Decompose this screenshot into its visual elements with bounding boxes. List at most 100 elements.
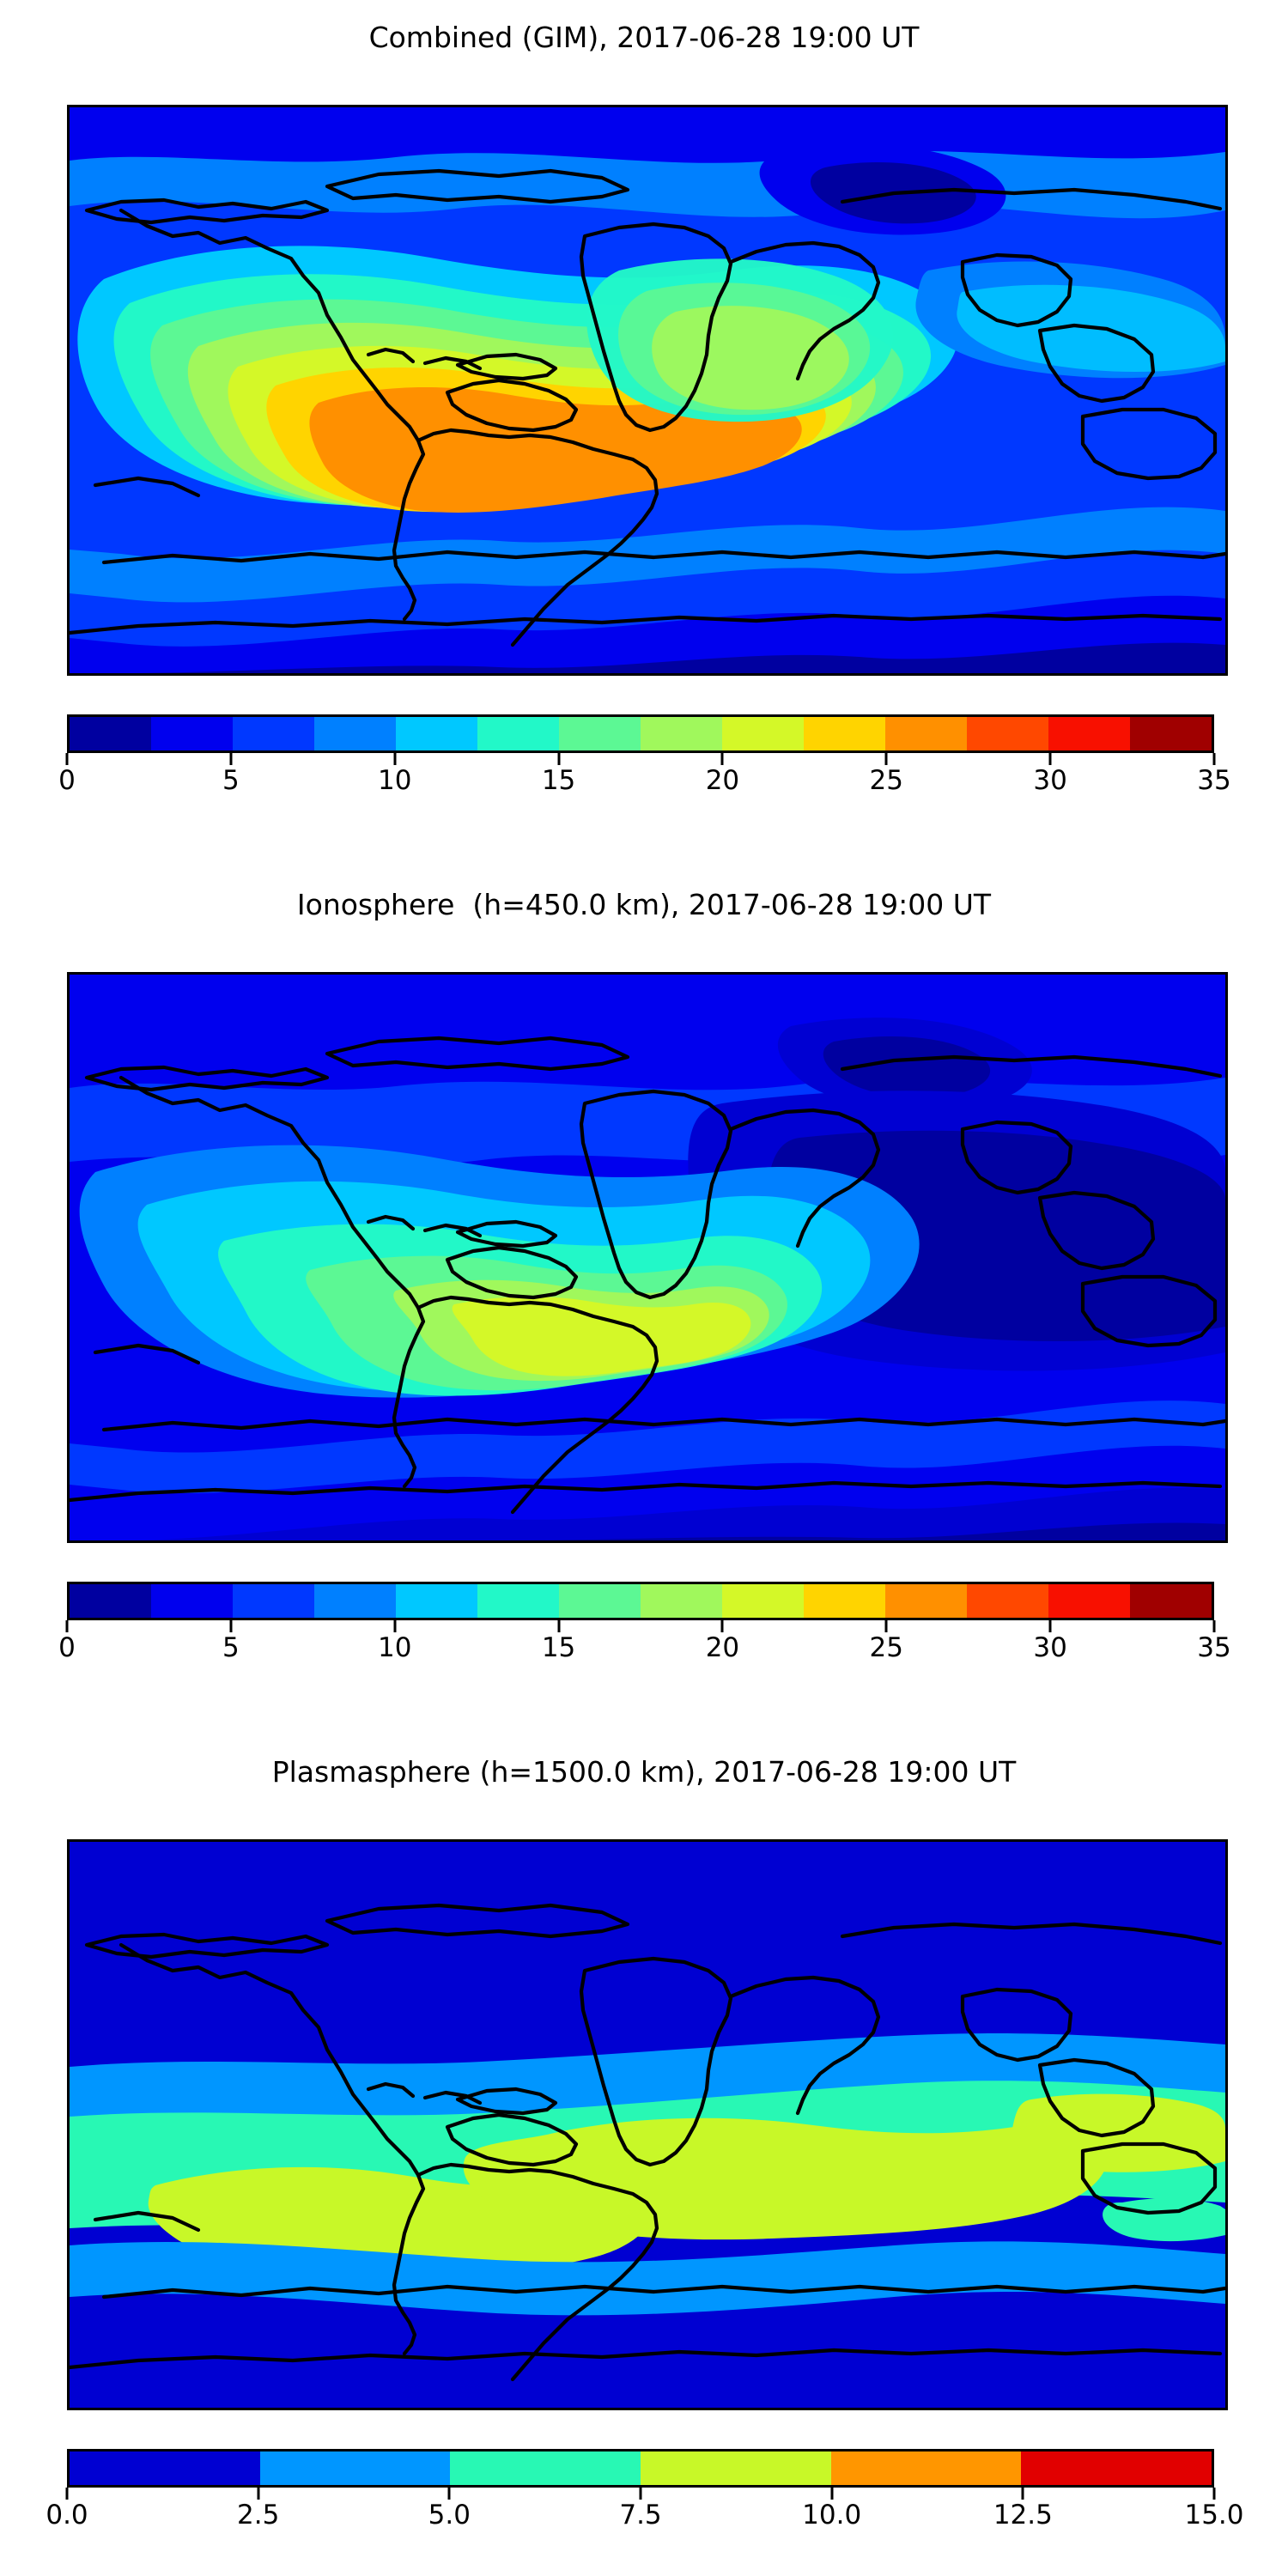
colorbar-segment <box>259 2451 451 2485</box>
colorbar-segment <box>830 2451 1022 2485</box>
colorbar-segment <box>1048 717 1130 750</box>
map-ionosphere <box>67 972 1228 1543</box>
panel-combined-gim: Combined (GIM), 2017-06-28 19:00 UT <box>0 0 1288 867</box>
colorbar-tick-label: 25 <box>869 1632 904 1663</box>
colorbar-segment <box>641 1584 722 1618</box>
colorbar-tick <box>884 1620 888 1632</box>
panel-ionosphere: Ionosphere (h=450.0 km), 2017-06-28 19:0… <box>0 867 1288 1735</box>
colorbar-segment <box>1130 1584 1212 1618</box>
colorbar-ticks-plasmasphere <box>65 2488 1216 2500</box>
colorbar-segment <box>804 1584 885 1618</box>
colorbar-segment <box>559 717 641 750</box>
colorbar-tick <box>1048 753 1052 765</box>
colorbar-tick <box>720 1620 724 1632</box>
panel-title-ionosphere: Ionosphere (h=450.0 km), 2017-06-28 19:0… <box>296 888 992 921</box>
colorbar-segment <box>1130 717 1212 750</box>
colorbar-tick-label: 35 <box>1197 1632 1231 1663</box>
contour-field-combined <box>70 107 1225 673</box>
colorbar-tick-label: 5.0 <box>428 2500 471 2530</box>
colorbar-segment <box>233 717 314 750</box>
colorbar-tick-label: 10.0 <box>802 2500 862 2530</box>
map-combined-gim <box>67 105 1228 676</box>
colorbar-tick <box>229 1620 233 1632</box>
colorbar-tick <box>257 2488 260 2500</box>
colorbar-segment <box>477 717 559 750</box>
colorbar-segment <box>70 2451 260 2485</box>
colorbar-segment <box>804 717 885 750</box>
colorbar-tick <box>1212 1620 1216 1632</box>
colorbar-segment <box>70 1584 151 1618</box>
colorbar-segment <box>641 717 722 750</box>
colorbar-tick <box>393 753 397 765</box>
colorbar-tick <box>65 2488 69 2500</box>
colorbar-segment <box>722 1584 804 1618</box>
colorbar-tick <box>1048 1620 1052 1632</box>
colorbar-combined: 0 5 10 15 20 25 30 35 <box>58 714 1231 799</box>
contour-field-ionosphere <box>70 975 1225 1540</box>
colorbar-tick-label: 20 <box>705 1632 740 1663</box>
colorbar-segment <box>885 717 967 750</box>
colorbar-tick <box>1021 2488 1024 2500</box>
colorbar-tick <box>1212 753 1216 765</box>
coastlines-plasmasphere <box>70 1903 1225 2382</box>
colorbar-segment <box>151 717 233 750</box>
colorbar-strip-ionosphere <box>67 1582 1214 1620</box>
colorbar-tick-label: 15 <box>541 1632 576 1663</box>
colorbar-segment <box>396 717 477 750</box>
colorbar-tick-label: 30 <box>1033 765 1067 796</box>
colorbar-tick <box>557 753 561 765</box>
colorbar-plasmasphere: 0.0 2.5 5.0 7.5 10.0 12.5 15.0 <box>46 2449 1244 2534</box>
colorbar-segment <box>450 2451 641 2485</box>
colorbar-tick <box>393 1620 397 1632</box>
contour-field-plasmasphere <box>70 1842 1225 2408</box>
colorbar-tick-label: 0.0 <box>46 2500 88 2530</box>
colorbar-strip-plasmasphere <box>67 2449 1214 2488</box>
colorbar-ticks-ionosphere <box>65 1620 1216 1632</box>
colorbar-tick <box>65 753 69 765</box>
contour-svg-ionosphere <box>70 975 1225 1540</box>
colorbar-tick-label: 15 <box>541 765 576 796</box>
colorbar-segment <box>477 1584 559 1618</box>
colorbar-tick-label: 10 <box>377 765 412 796</box>
colorbar-tick <box>884 753 888 765</box>
colorbar-tick-label: 25 <box>869 765 904 796</box>
colorbar-segment <box>151 1584 233 1618</box>
colorbar-tick-label: 7.5 <box>619 2500 662 2530</box>
colorbar-tick <box>830 2488 834 2500</box>
colorbar-tick-label: 35 <box>1197 765 1231 796</box>
colorbar-tick <box>65 1620 69 1632</box>
colorbar-tick-label: 20 <box>705 765 740 796</box>
contour-svg-plasmasphere <box>70 1842 1225 2408</box>
colorbar-tick <box>557 1620 561 1632</box>
colorbar-segment <box>396 1584 477 1618</box>
colorbar-strip-combined <box>67 714 1214 753</box>
colorbar-tick-label: 0 <box>58 765 76 796</box>
colorbar-segment <box>314 1584 396 1618</box>
colorbar-tick-label: 15.0 <box>1184 2500 1244 2530</box>
colorbar-tick <box>229 753 233 765</box>
colorbar-segment <box>641 2451 831 2485</box>
colorbar-tick-label: 2.5 <box>237 2500 280 2530</box>
colorbar-segment <box>1048 1584 1130 1618</box>
colorbar-labels-ionosphere: 0 5 10 15 20 25 30 35 <box>58 1632 1231 1667</box>
colorbar-tick-label: 10 <box>377 1632 412 1663</box>
colorbar-labels-plasmasphere: 0.0 2.5 5.0 7.5 10.0 12.5 15.0 <box>46 2500 1243 2534</box>
map-plasmasphere <box>67 1839 1228 2410</box>
coastlines-ionosphere <box>70 1036 1225 1515</box>
colorbar-ionosphere: 0 5 10 15 20 25 30 35 <box>58 1582 1231 1667</box>
colorbar-tick-label: 5 <box>222 765 240 796</box>
contour-svg-combined <box>70 107 1225 673</box>
colorbar-segment <box>559 1584 641 1618</box>
colorbar-segment <box>722 717 804 750</box>
colorbar-segment <box>70 717 151 750</box>
colorbar-segment <box>233 1584 314 1618</box>
coastlines-combined <box>70 168 1225 647</box>
colorbar-tick-label: 5 <box>222 1632 240 1663</box>
panel-plasmasphere: Plasmasphere (h=1500.0 km), 2017-06-28 1… <box>0 1735 1288 2576</box>
colorbar-tick <box>1212 2488 1216 2500</box>
panel-title-plasmasphere: Plasmasphere (h=1500.0 km), 2017-06-28 1… <box>271 1755 1017 1789</box>
colorbar-tick <box>639 2488 642 2500</box>
colorbar-segment <box>967 1584 1048 1618</box>
colorbar-tick-label: 12.5 <box>993 2500 1053 2530</box>
